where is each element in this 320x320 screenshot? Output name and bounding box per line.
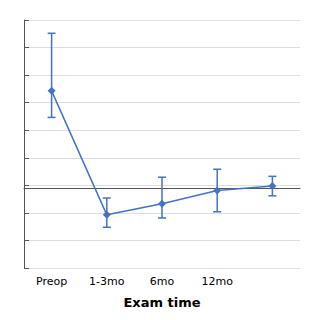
svg-text:1-3mo: 1-3mo <box>89 275 125 288</box>
svg-text:Exam time: Exam time <box>123 295 200 310</box>
svg-text:Preop: Preop <box>36 275 67 288</box>
svg-text:12mo: 12mo <box>201 275 233 288</box>
svg-text:6mo: 6mo <box>150 275 175 288</box>
